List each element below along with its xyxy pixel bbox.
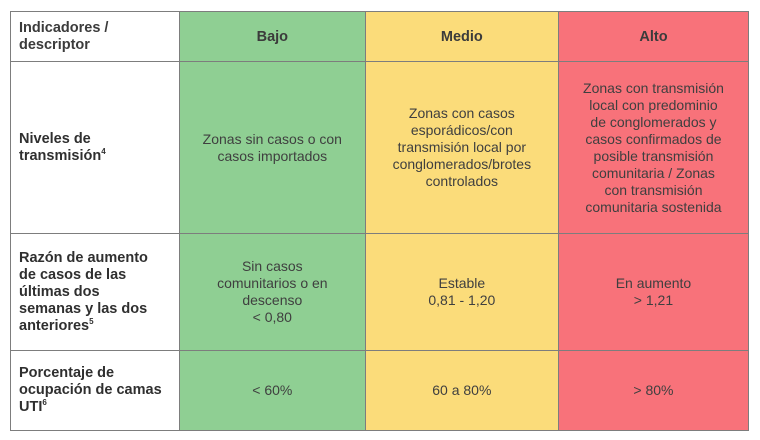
header-medium: Medio [364,11,559,62]
cell-transmission-medium: Zonas con casos esporádicos/con transmis… [364,61,559,234]
cell-transmission-low: Zonas sin casos o con casos importados [178,61,366,234]
header-low: Bajo [178,11,366,62]
row-label-icu-occupancy: Porcentaje de ocupación de camas UTI6 [10,350,180,431]
row-label-text: Porcentaje de ocupación de camas UTI [19,365,162,415]
cell-icu-high: > 80% [557,350,750,431]
row-label-transmission: Niveles de transmisión4 [10,61,180,234]
table-row-icu-occupancy: Porcentaje de ocupación de camas UTI6 < … [10,350,750,431]
header-high: Alto [557,11,750,62]
row-label-text: Niveles de transmisión [19,130,102,164]
cell-case-ratio-low: Sin casos comunitarios o en descenso < 0… [178,233,366,351]
footnote-marker: 4 [101,146,106,156]
table-row-case-ratio: Razón de aumento de casos de las últimas… [10,233,750,351]
row-label-case-ratio: Razón de aumento de casos de las últimas… [10,233,180,351]
cell-transmission-high: Zonas con transmisión local con predomin… [557,61,750,234]
cell-icu-low: < 60% [178,350,366,431]
cell-case-ratio-medium: Estable 0,81 - 1,20 [364,233,559,351]
cell-icu-medium: 60 a 80% [364,350,559,431]
header-indicator: Indicadores / descriptor [10,11,180,62]
footnote-marker: 5 [89,316,94,326]
table-row-transmission: Niveles de transmisión4 Zonas sin casos … [10,61,750,234]
table-header-row: Indicadores / descriptor Bajo Medio Alto [10,11,750,62]
risk-indicator-table: Indicadores / descriptor Bajo Medio Alto… [10,11,750,431]
cell-case-ratio-high: En aumento > 1,21 [557,233,750,351]
risk-indicator-table-container: Indicadores / descriptor Bajo Medio Alto… [10,11,750,431]
row-label-text: Razón de aumento de casos de las últimas… [19,249,148,334]
footnote-marker: 6 [42,398,47,408]
